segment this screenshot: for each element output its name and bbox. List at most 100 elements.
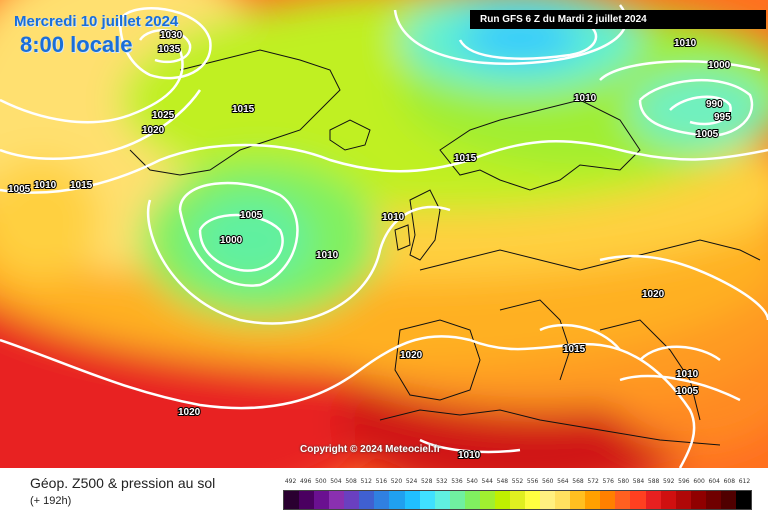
- isobar-label: 990: [706, 99, 723, 110]
- model-run-label: Run GFS 6 Z du Mardi 2 juillet 2024: [470, 10, 766, 29]
- scale-color-cell: [284, 491, 300, 509]
- isobar-label: 1020: [642, 289, 665, 300]
- scale-color-cell: [314, 491, 330, 509]
- isobar-label: 1015: [70, 180, 93, 191]
- scale-tick-label: 584: [632, 478, 645, 485]
- isobar-label: 1010: [382, 212, 405, 223]
- isobar-label: 1010: [458, 450, 481, 461]
- scale-color-cell: [404, 491, 420, 509]
- isobar-label: 1025: [152, 110, 175, 121]
- scale-color-cell: [464, 491, 480, 509]
- isobar-label: 1005: [696, 129, 719, 140]
- forecast-date: Mercredi 10 juillet 2024: [14, 13, 179, 30]
- scale-color-cell: [434, 491, 450, 509]
- isobar-label: 1015: [454, 153, 477, 164]
- scale-tick-label: 612: [738, 478, 751, 485]
- scale-tick-label: 516: [375, 478, 388, 485]
- scale-color-cell: [299, 491, 315, 509]
- copyright-notice: Copyright © 2024 Meteociel.fr: [300, 444, 441, 455]
- scale-tick-label: 592: [663, 478, 675, 485]
- isobars: [0, 4, 768, 468]
- scale-color-cell: [630, 491, 646, 509]
- isobar-label: 1000: [708, 60, 731, 71]
- scale-tick-label: 600: [693, 478, 705, 485]
- forecast-time: 8:00 locale: [20, 32, 133, 57]
- scale-color-cell: [645, 491, 661, 509]
- scale-tick-label: 544: [481, 478, 493, 485]
- isobar-label: 1010: [674, 38, 697, 49]
- isobar-label: 1010: [316, 250, 339, 261]
- chart-title: Géop. Z500 & pression au sol: [30, 475, 216, 491]
- scale-color-cell: [660, 491, 676, 509]
- isobar-label: 1015: [563, 344, 586, 355]
- forecast-range: (+ 192h): [30, 495, 72, 507]
- isobar-label: 1005: [676, 386, 699, 397]
- scale-tick-label: 604: [708, 478, 720, 485]
- scale-tick-label: 572: [587, 478, 599, 485]
- isobar-label: 1020: [178, 407, 201, 418]
- isobar-label: 1035: [158, 44, 181, 55]
- scale-color-cell: [720, 491, 736, 509]
- scale-tick-label: 588: [647, 478, 660, 485]
- scale-color-cell: [570, 491, 586, 509]
- map-svg: 1030 1035 1025 1020 1015 1005 1010 1015 …: [0, 0, 768, 468]
- geopotential-field: [0, 0, 768, 468]
- scale-color-cell: [449, 491, 465, 509]
- scale-color-cell: [494, 491, 510, 509]
- scale-tick-label: 560: [542, 478, 554, 485]
- color-scale-legend: 492 496 500 504 508 512 516 520 524 528 532 536 540 5…: [283, 478, 752, 510]
- scale-tick-label: 564: [557, 478, 569, 485]
- scale-color-cell: [374, 491, 390, 509]
- scale-tick-label: 556: [526, 478, 539, 485]
- scale-tick-label: 608: [723, 478, 736, 485]
- scale-color-cell: [675, 491, 691, 509]
- scale-tick-label: 540: [466, 478, 478, 485]
- scale-tick-label: 576: [602, 478, 614, 485]
- scale-color-cell: [389, 491, 405, 509]
- scale-tick-label: 496: [299, 478, 312, 485]
- scale-tick-label: 536: [451, 478, 463, 485]
- weather-map: 1030 1035 1025 1020 1015 1005 1010 1015 …: [0, 0, 768, 468]
- scale-tick-label: 512: [360, 478, 372, 485]
- isobar-label: 1005: [240, 210, 263, 221]
- scale-color-cell: [359, 491, 375, 509]
- scale-color-cell: [735, 491, 751, 509]
- color-scale-bar: [283, 490, 752, 510]
- isobar-label: 1030: [160, 30, 183, 41]
- scale-tick-label: 528: [420, 478, 433, 485]
- scale-color-cell: [615, 491, 631, 509]
- scale-color-cell: [525, 491, 541, 509]
- scale-tick-label: 520: [390, 478, 403, 485]
- isobar-label: 1020: [142, 125, 165, 136]
- isobar-label: 995: [714, 112, 731, 123]
- scale-color-cell: [690, 491, 706, 509]
- scale-tick-label: 508: [345, 478, 357, 485]
- scale-tick-label: 548: [496, 478, 509, 485]
- scale-color-cell: [344, 491, 360, 509]
- scale-color-cell: [600, 491, 616, 509]
- isobar-label: 1020: [400, 350, 423, 361]
- isobar-label: 1010: [34, 180, 57, 191]
- scale-color-cell: [555, 491, 571, 509]
- scale-tick-label: 596: [678, 478, 690, 485]
- isobar-label: 1000: [220, 235, 243, 246]
- color-scale-labels: 492 496 500 504 508 512 516 520 524 528 532 536 540 5…: [283, 478, 752, 488]
- coastlines: [129, 49, 761, 446]
- scale-color-cell: [585, 491, 601, 509]
- scale-color-cell: [329, 491, 345, 509]
- scale-tick-label: 492: [284, 478, 297, 485]
- scale-tick-label: 568: [572, 478, 584, 485]
- scale-color-cell: [479, 491, 495, 509]
- isobar-label: 1015: [232, 104, 255, 115]
- isobar-label: 1010: [676, 369, 699, 380]
- isobar-labels: 1030 1035 1025 1020 1015 1005 1010 1015 …: [7, 29, 732, 462]
- scale-tick-label: 552: [511, 478, 524, 485]
- isobar-label: 1010: [574, 93, 597, 104]
- scale-tick-label: 504: [330, 478, 342, 485]
- scale-tick-label: 532: [436, 478, 448, 485]
- scale-color-cell: [509, 491, 525, 509]
- scale-color-cell: [705, 491, 721, 509]
- scale-color-cell: [419, 491, 435, 509]
- scale-color-cell: [540, 491, 556, 509]
